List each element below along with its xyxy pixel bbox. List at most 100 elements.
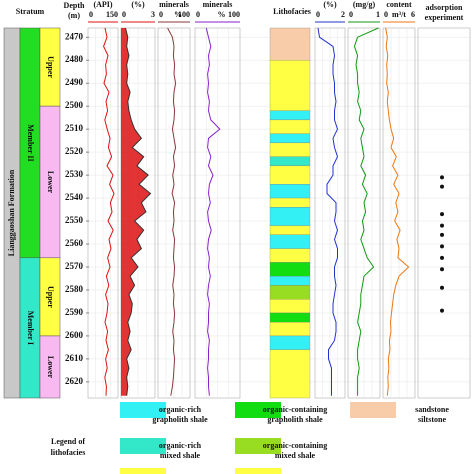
depth-tick-label: 2480	[65, 54, 84, 64]
range-min: 0	[196, 10, 200, 19]
depth-tick-label: 2540	[65, 192, 84, 202]
bed	[269, 197, 311, 208]
depth-tick-label: 2550	[65, 215, 84, 225]
legend-swatch	[235, 468, 281, 474]
legend-swatch	[350, 402, 396, 418]
range-max: 3	[151, 10, 155, 19]
depth-tick-label: 2470	[65, 31, 84, 41]
range-min: 0	[349, 10, 353, 19]
track-unit: m³/t	[392, 10, 406, 19]
log-curve	[353, 27, 379, 396]
bed	[269, 60, 311, 111]
legend-swatch	[235, 438, 281, 454]
range-max: 150	[106, 10, 118, 19]
depth-tick-label: 2570	[65, 261, 84, 271]
member-label: Member II	[26, 124, 35, 161]
legend-label: grapholith shale	[267, 415, 323, 424]
submember	[39, 335, 61, 399]
bed	[269, 248, 311, 263]
log-curve	[125, 27, 152, 396]
legend-label: grapholith shale	[152, 415, 208, 424]
legend-label: sandstone	[415, 405, 449, 414]
depth-tick-label: 2510	[65, 123, 84, 133]
legend-label: mixed shale	[160, 451, 201, 460]
range-min: 0	[159, 10, 163, 19]
sample-dot	[440, 212, 444, 217]
legend-label: organic-rich	[159, 441, 202, 450]
legend-swatch	[120, 438, 166, 454]
log-curve	[205, 27, 221, 396]
bed	[269, 262, 311, 277]
track-unit: %	[218, 10, 226, 19]
log-curve	[385, 27, 410, 396]
depth-tick-label: 2520	[65, 146, 84, 156]
sample-dot	[440, 232, 444, 237]
bed	[269, 276, 311, 286]
sample-dot	[440, 175, 444, 180]
bed	[269, 335, 311, 350]
sample-dot	[440, 244, 444, 249]
range-min: 0	[316, 10, 320, 19]
header: Depth	[64, 1, 85, 10]
range-max: 6	[411, 10, 415, 19]
legend-label: mixed shale	[275, 451, 316, 460]
depth-tick-label: 2560	[65, 238, 84, 248]
submember-label: Upper	[46, 286, 55, 308]
legend-swatch	[120, 402, 166, 418]
log-curve	[167, 27, 177, 396]
track-title: minerals	[159, 0, 189, 9]
header: (m)	[68, 11, 80, 20]
bed	[269, 312, 311, 323]
legend-swatch	[235, 402, 281, 418]
header: Lithofacies	[273, 7, 311, 16]
legend-swatch	[120, 468, 166, 474]
depth-tick-label: 2590	[65, 307, 84, 317]
depth-tick-label: 2600	[65, 330, 84, 340]
bed	[269, 119, 311, 134]
legend-label: organic-rich	[159, 405, 202, 414]
log-curve	[103, 27, 115, 396]
bed	[269, 349, 311, 399]
bed	[269, 156, 311, 167]
bed	[269, 207, 311, 226]
submember-label: Upper	[46, 56, 55, 78]
bed	[269, 27, 311, 61]
header: Stratum	[16, 7, 45, 16]
track-title: (API)	[93, 0, 112, 9]
bed	[269, 142, 311, 157]
sample-dot	[440, 184, 444, 189]
legend-title: Legend of	[51, 437, 85, 446]
depth-tick-label: 2500	[65, 100, 84, 110]
track-unit: %	[174, 10, 182, 19]
track-title: (%)	[323, 0, 337, 9]
range-max: 100	[228, 10, 240, 19]
track-title: minerals	[203, 0, 233, 9]
bed	[269, 322, 311, 337]
bed	[269, 184, 311, 199]
legend-label: organic-containing	[263, 405, 327, 414]
range-max: 100	[178, 10, 190, 19]
track-title: (%)	[131, 0, 145, 9]
bed	[269, 299, 311, 314]
sample-dot	[440, 308, 444, 313]
track-title: (mg/g)	[353, 0, 376, 9]
bed	[269, 225, 311, 235]
depth-tick-label: 2620	[65, 376, 84, 386]
bed	[269, 110, 311, 121]
submember-label: Lower	[46, 356, 55, 379]
track-frame	[417, 27, 471, 399]
range-max: 1	[376, 10, 380, 19]
depth-tick-label: 2490	[65, 77, 84, 87]
header: adsorption	[426, 3, 463, 12]
legend-label: organic-containing	[263, 441, 327, 450]
bed	[269, 285, 311, 300]
legend-title: lithofacies	[51, 448, 86, 457]
depth-tick-label: 2610	[65, 353, 84, 363]
sample-dot	[440, 255, 444, 260]
legend-label: siltstone	[418, 415, 446, 424]
bed	[269, 234, 311, 249]
log-curve	[317, 27, 339, 396]
track-title: content	[386, 0, 412, 9]
sample-dot	[440, 285, 444, 290]
